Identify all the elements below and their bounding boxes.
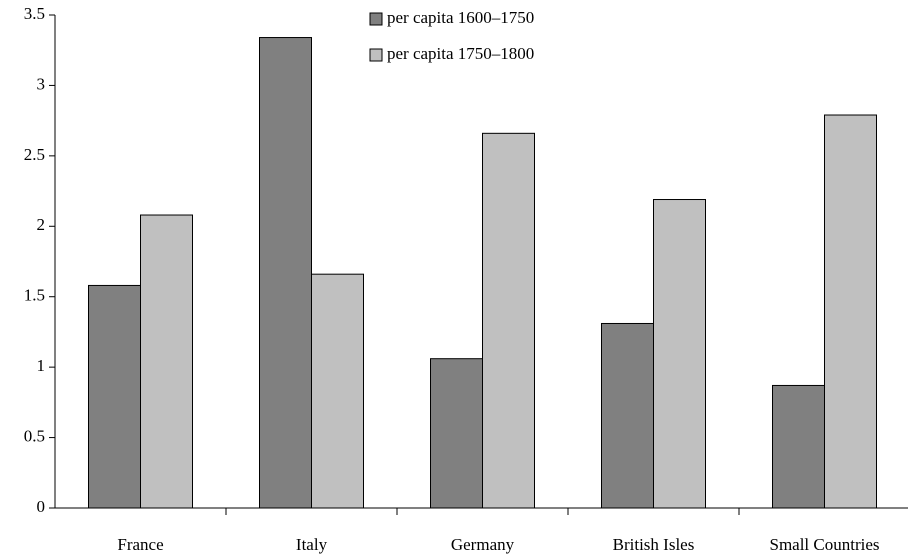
bar <box>259 37 312 509</box>
bar <box>311 273 364 509</box>
bar <box>430 358 483 509</box>
bar <box>772 384 825 509</box>
x-tick-label: Italy <box>296 535 328 554</box>
y-tick-label: 3.5 <box>24 4 45 23</box>
legend-label: per capita 1750–1800 <box>387 44 534 63</box>
bar <box>140 214 193 509</box>
bar <box>88 284 141 509</box>
x-tick-label: Small Countries <box>769 535 879 554</box>
bar <box>824 114 877 509</box>
x-tick-label: France <box>117 535 163 554</box>
y-tick-label: 1.5 <box>24 286 45 305</box>
bar <box>482 132 535 509</box>
y-tick-label: 1 <box>37 356 46 375</box>
y-tick-label: 2.5 <box>24 145 45 164</box>
y-tick-label: 0.5 <box>24 426 45 445</box>
legend-label: per capita 1600–1750 <box>387 8 534 27</box>
legend-swatch <box>369 48 383 62</box>
bar <box>601 322 654 509</box>
bar <box>653 199 706 509</box>
y-tick-label: 2 <box>37 215 46 234</box>
legend-swatch <box>369 12 383 26</box>
x-tick-label: Germany <box>451 535 515 554</box>
y-tick-label: 3 <box>37 74 46 93</box>
x-tick-label: British Isles <box>613 535 695 554</box>
y-tick-label: 0 <box>37 497 46 516</box>
